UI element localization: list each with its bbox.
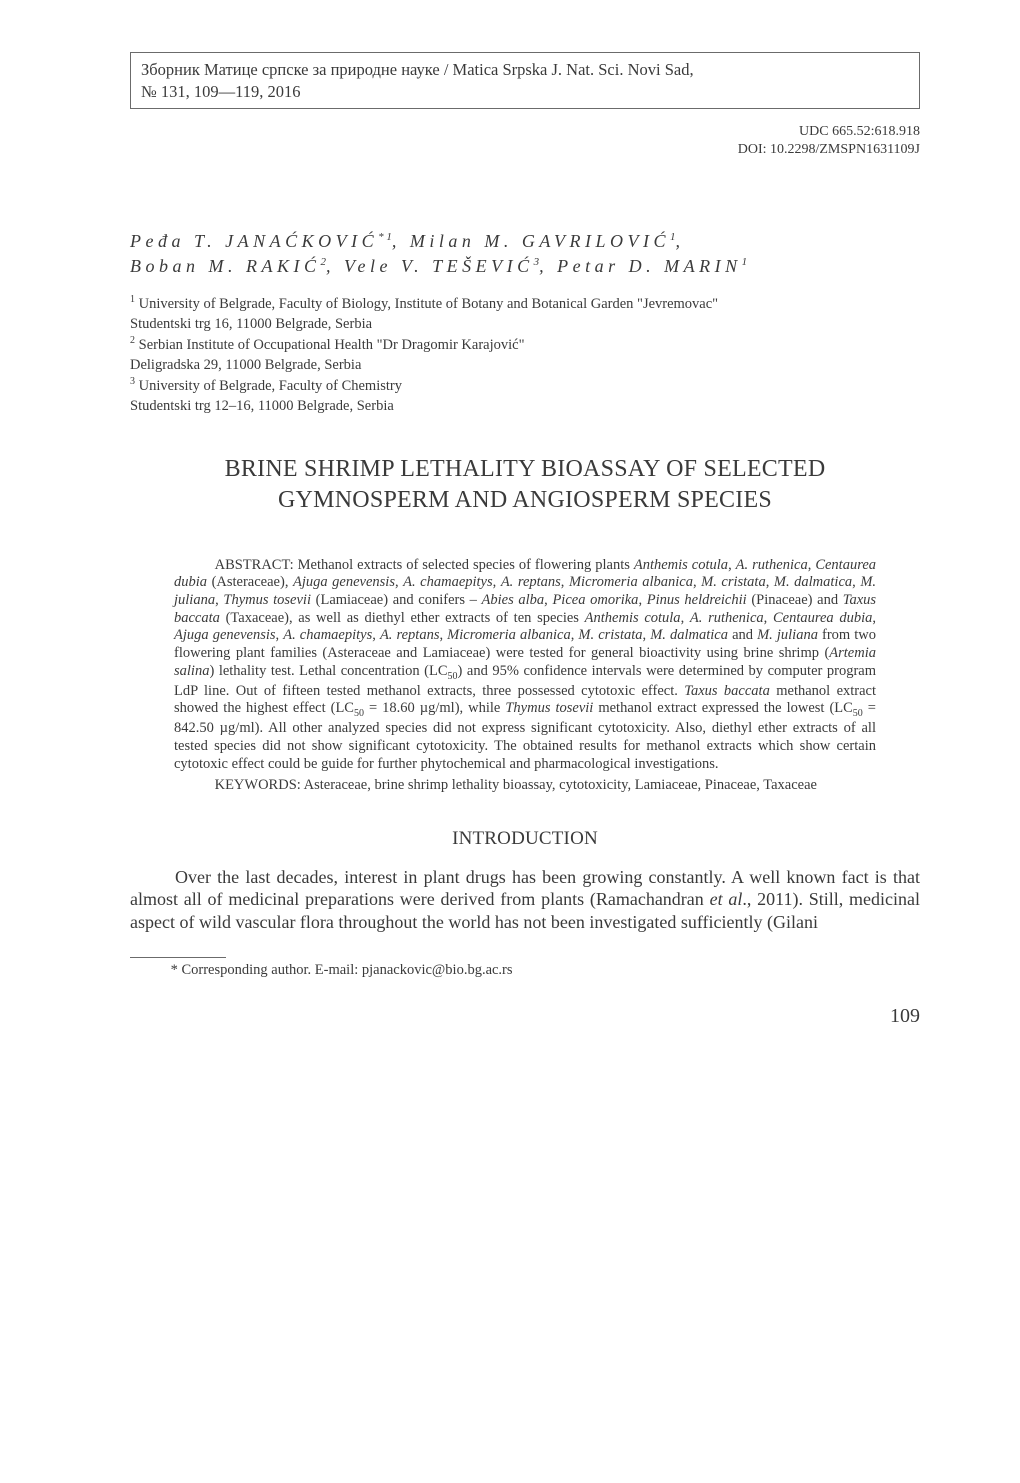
species-4: Ajuga genevensis xyxy=(293,574,395,590)
keywords-text: Asteraceae, brine shrimp lethality bioas… xyxy=(304,777,817,793)
species-2: A. ruthenica xyxy=(736,557,808,573)
abstract-label: ABSTRACT: xyxy=(215,557,298,573)
species-21: A. reptans xyxy=(380,627,440,643)
species-14: Pinus heldreichii xyxy=(647,592,747,608)
lc50-sub-1: 50 xyxy=(448,671,458,682)
species-12: Abies alba xyxy=(482,592,545,608)
lc50-sub-2: 50 xyxy=(354,708,364,719)
footnote-rule xyxy=(130,957,226,958)
header-line-2: № 131, 109—119, 2016 xyxy=(141,82,301,101)
author-2: , Milan M. GAVRILOVIĆ xyxy=(392,231,670,251)
species-22: Micromeria albanica xyxy=(447,627,571,643)
section-heading-introduction: INTRODUCTION xyxy=(130,828,920,850)
affil-1-l2: Studentski trg 16, 11000 Belgrade, Serbi… xyxy=(130,316,372,332)
journal-header-box: Зборник Матице српске за природне науке … xyxy=(130,52,920,109)
header-line-1: Зборник Матице српске за природне науке … xyxy=(141,60,694,79)
authors-block: Peđa T. JANAĆKOVIĆ* 1, Milan M. GAVRILOV… xyxy=(130,229,920,279)
affil-1-l1: University of Belgrade, Faculty of Biolo… xyxy=(135,296,718,312)
title-line-1: BRINE SHRIMP LETHALITY BIOASSAY OF SELEC… xyxy=(225,456,826,482)
author-5: , Petar D. MARIN xyxy=(539,256,741,276)
affil-2-l2: Deligradska 29, 11000 Belgrade, Serbia xyxy=(130,357,361,373)
author-3: Boban M. RAKIĆ xyxy=(130,256,321,276)
abstract-block: ABSTRACT: Methanol extracts of selected … xyxy=(174,557,876,774)
species-6: A. reptans xyxy=(501,574,561,590)
doi-code: DOI: 10.2298/ZMSPN1631109J xyxy=(738,142,920,157)
species-27: Taxus baccata xyxy=(684,683,770,699)
author-5-sup: 1 xyxy=(742,256,748,268)
affil-3-l2: Studentski trg 12–16, 11000 Belgrade, Se… xyxy=(130,398,394,414)
species-17: A. ruthenica xyxy=(690,610,764,626)
species-11: Thymus tosevii xyxy=(223,592,311,608)
species-1: Anthemis cotula xyxy=(634,557,728,573)
author-1-sup: * 1 xyxy=(378,231,392,243)
species-18: Centaurea dubia xyxy=(773,610,872,626)
author-sep-1: , xyxy=(675,231,684,251)
affil-3-l1: University of Belgrade, Faculty of Chemi… xyxy=(135,378,402,394)
title-line-2: GYMNOSPERM AND ANGIOSPERM SPECIES xyxy=(278,487,772,513)
species-5: A. chamaepitys xyxy=(403,574,493,590)
intro-etal: et al xyxy=(710,889,743,909)
species-8: M. cristata xyxy=(701,574,766,590)
udc-code: UDC 665.52:618.918 xyxy=(799,124,920,139)
lc50-sub-3: 50 xyxy=(853,708,863,719)
species-9: M. dalmatica xyxy=(774,574,852,590)
species-7: Micromeria albanica xyxy=(569,574,693,590)
species-16: Anthemis cotula xyxy=(585,610,681,626)
affiliations-block: 1 University of Belgrade, Faculty of Bio… xyxy=(130,293,920,416)
classification-block: UDC 665.52:618.918 DOI: 10.2298/ZMSPN163… xyxy=(130,123,920,159)
species-20: A. chamaepitys xyxy=(283,627,372,643)
species-19: Ajuga genevensis xyxy=(174,627,276,643)
keywords-block: KEYWORDS: Asteraceae, brine shrimp letha… xyxy=(174,776,876,794)
species-28: Thymus tosevii xyxy=(505,700,593,716)
author-1: Peđa T. JANAĆKOVIĆ xyxy=(130,231,378,251)
species-23: M. cristata xyxy=(578,627,642,643)
abstract-t1: Methanol extracts of selected species of… xyxy=(298,557,634,573)
species-13: Picea omorika xyxy=(552,592,638,608)
intro-paragraph: Over the last decades, interest in plant… xyxy=(130,866,920,934)
page-number: 109 xyxy=(130,1005,920,1028)
keywords-label: KEYWORDS: xyxy=(215,777,304,793)
author-4: , Vele V. TEŠEVIĆ xyxy=(326,256,534,276)
species-24: M. dalmatica xyxy=(650,627,728,643)
corresponding-author-footnote: * Corresponding author. E-mail: pjanacko… xyxy=(130,962,920,979)
paper-title: BRINE SHRIMP LETHALITY BIOASSAY OF SELEC… xyxy=(130,454,920,516)
species-25: M. juliana xyxy=(757,627,818,643)
affil-2-l1: Serbian Institute of Occupational Health… xyxy=(135,337,525,353)
